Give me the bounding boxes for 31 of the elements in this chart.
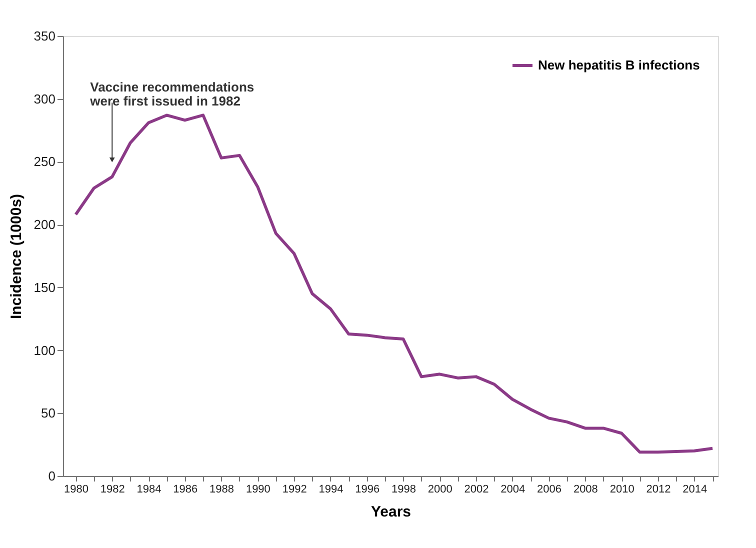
y-tick-label: 250 (34, 154, 56, 170)
x-tick-label: 1988 (210, 484, 234, 496)
x-tick-label: 1984 (136, 484, 162, 496)
x-tick-label: 1994 (318, 484, 344, 496)
x-tick-label: 2000 (428, 484, 452, 496)
y-tick-label: 0 (48, 468, 56, 484)
y-tick-label: 300 (34, 91, 56, 106)
x-axis-title: Years (370, 504, 412, 520)
y-tick-label: 100 (34, 342, 56, 358)
x-tick-label: 2002 (464, 484, 489, 496)
x-tick-label: 1982 (100, 484, 125, 496)
x-tick-label: 2010 (610, 484, 634, 496)
x-tick-label: 1996 (355, 484, 380, 496)
legend-label: New hepatitis B infections (538, 58, 700, 72)
x-tick-label: 2014 (682, 484, 708, 496)
y-tick-label: 200 (34, 217, 56, 232)
x-tick-label: 2008 (573, 484, 598, 496)
x-tick-label: 2012 (646, 484, 671, 496)
y-tick-label: 350 (34, 28, 56, 44)
x-tick-label: 2004 (500, 484, 526, 496)
y-axis-title: Incidence (1000s) (8, 194, 25, 320)
y-tick-label: 150 (34, 280, 56, 295)
annotation: Vaccine recommendations were first issued in 1982 (89, 80, 254, 109)
x-tick-label: 1998 (391, 484, 416, 496)
x-tick-label: 1990 (246, 484, 270, 496)
x-tick-label: 2006 (537, 484, 562, 496)
line-series (74, 114, 714, 454)
y-tick-label: 50 (41, 406, 56, 421)
x-tick-label: 1980 (64, 484, 88, 496)
x-tick-label: 1986 (173, 484, 198, 496)
x-tick-label: 1992 (282, 484, 307, 496)
